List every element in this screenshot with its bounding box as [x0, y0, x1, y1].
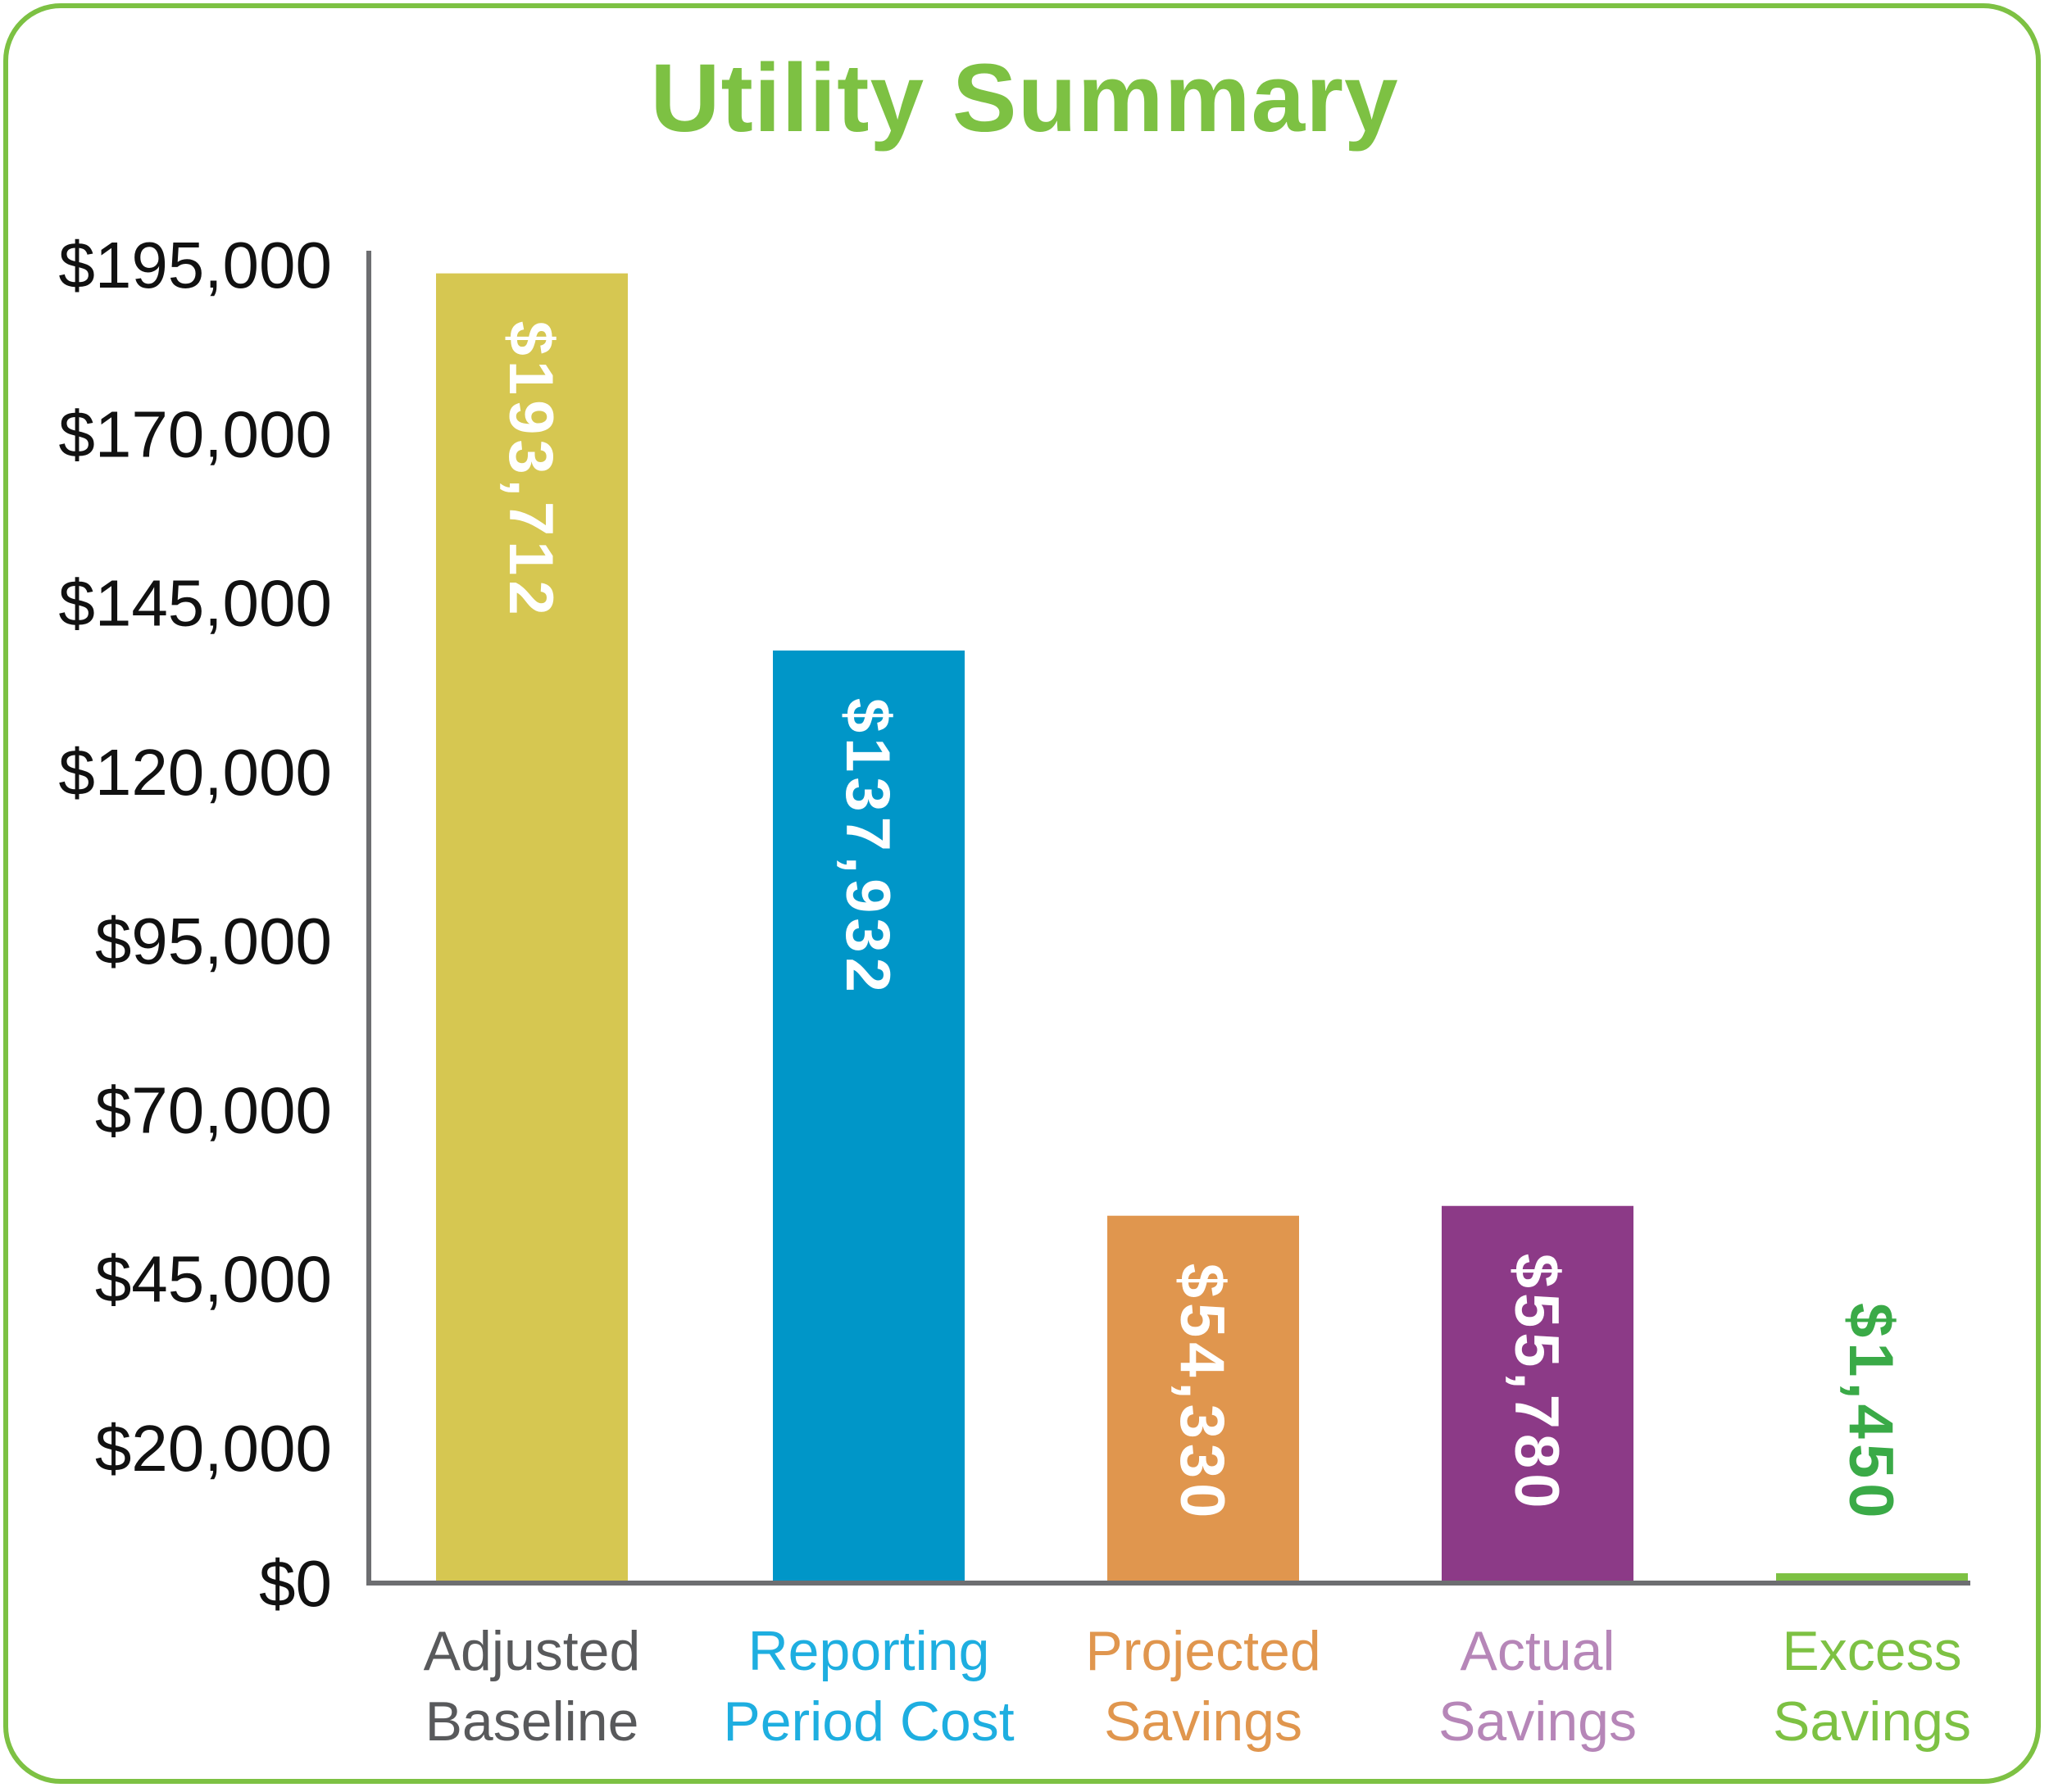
bar	[1442, 1205, 1633, 1583]
y-tick-label: $45,000	[95, 1243, 332, 1316]
category-label: Projected	[1085, 1620, 1320, 1682]
y-tick-label: $145,000	[58, 567, 332, 640]
bar-value-label: $54,330	[1167, 1263, 1237, 1523]
bar	[773, 650, 965, 1583]
bar-value-label: $55,780	[1502, 1254, 1571, 1513]
category-label: Baseline	[425, 1690, 639, 1753]
bars	[436, 273, 1968, 1583]
y-tick-label: $70,000	[95, 1073, 332, 1146]
category-labels: Adjusted Baseline Reporting Period Cost Proj…	[424, 1620, 1971, 1753]
axes	[366, 251, 1970, 1586]
y-tick-label: $20,000	[95, 1412, 332, 1485]
chart-frame	[3, 3, 2041, 1784]
chart-title: Utility Summary	[650, 44, 1399, 152]
bar	[436, 273, 628, 1583]
y-tick-label: $195,000	[58, 229, 332, 302]
category-label: Savings	[1773, 1690, 1971, 1753]
category-label: Excess	[1782, 1620, 1961, 1682]
bar-value-labels: $193,712 $137,932 $54,330 $55,780 $1,450	[496, 321, 1906, 1523]
category-label: Savings	[1104, 1690, 1302, 1753]
category-label: Reporting	[748, 1620, 990, 1682]
y-tick-label: $95,000	[95, 905, 332, 978]
bar	[1776, 1573, 1968, 1583]
bar-value-label: $1,450	[1836, 1303, 1906, 1522]
y-tick-label: $120,000	[58, 736, 332, 809]
category-label: Adjusted	[424, 1620, 641, 1682]
category-label: Period Cost	[723, 1690, 1014, 1753]
bar	[1107, 1215, 1299, 1583]
y-axis-ticks: $195,000 $170,000 $145,000 $120,000 $95,000 $…	[58, 229, 332, 1620]
category-label: Savings	[1438, 1690, 1637, 1753]
bar-value-label: $193,712	[496, 321, 566, 620]
bar-value-label: $137,932	[833, 698, 902, 997]
y-tick-label: $0	[259, 1547, 332, 1620]
category-label: Actual	[1461, 1620, 1615, 1682]
y-tick-label: $170,000	[58, 397, 332, 470]
